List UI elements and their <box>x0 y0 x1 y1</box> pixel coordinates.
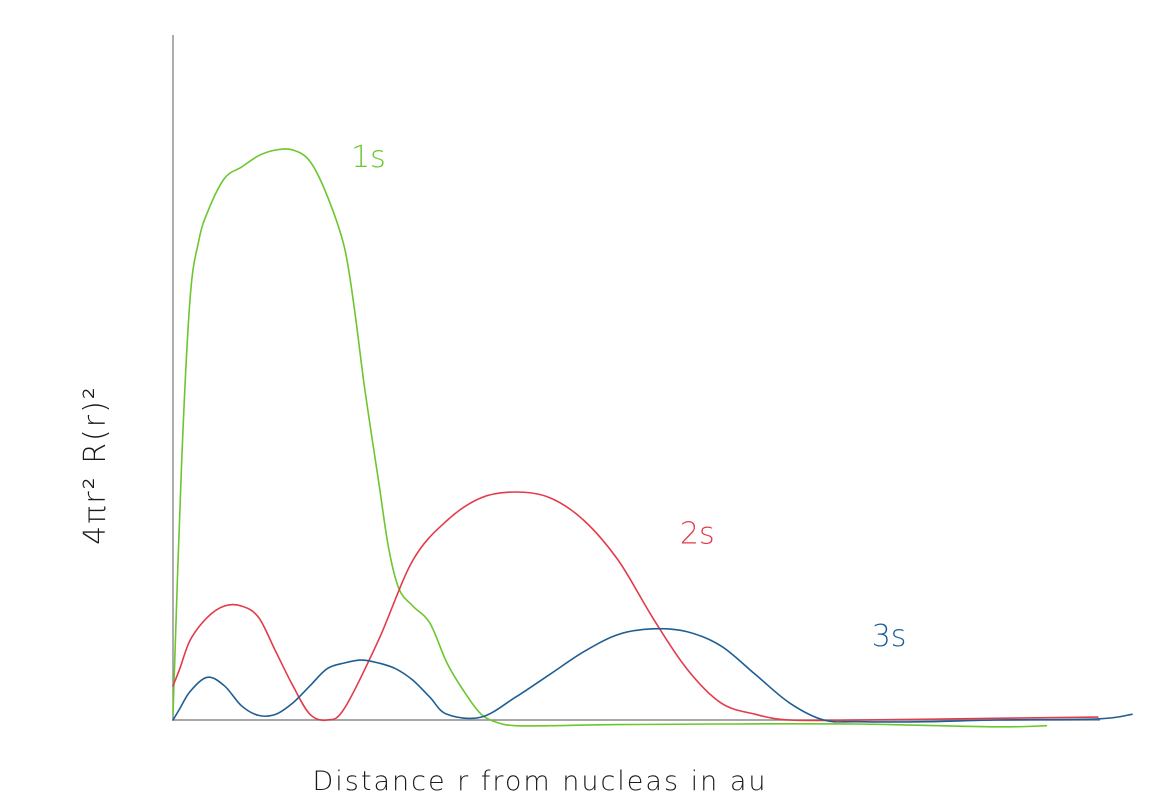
series-line-3s <box>172 627 1133 723</box>
annotation-layer: 1s 2s 3s <box>351 140 906 654</box>
axes <box>172 35 1100 721</box>
series-label-2s: 2s <box>680 516 715 551</box>
series-line-1s <box>172 148 1048 728</box>
series-line-2s <box>172 491 1099 722</box>
series-label-3s: 3s <box>872 619 907 654</box>
series-layer <box>172 148 1133 728</box>
x-axis-label: Distance r from nucleas in au <box>313 766 768 797</box>
series-label-1s: 1s <box>351 140 386 175</box>
y-axis-label: 4πr² R(r)² <box>78 385 113 545</box>
